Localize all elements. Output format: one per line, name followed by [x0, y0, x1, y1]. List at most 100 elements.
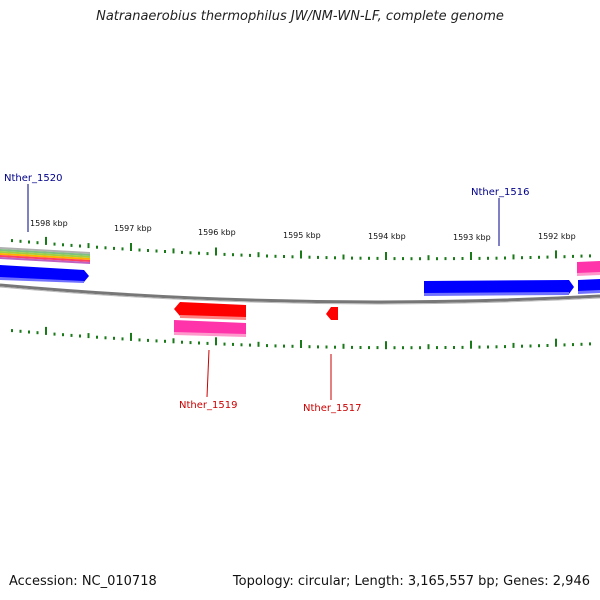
outer-tick	[28, 240, 30, 244]
outer-tick	[410, 257, 413, 261]
outer-tick	[402, 257, 404, 261]
inner-tick	[572, 343, 574, 347]
outer-tick	[521, 256, 523, 260]
inner-tick	[274, 344, 277, 348]
outer-tick	[376, 256, 379, 260]
outer-tick	[96, 245, 98, 249]
inner-tick	[427, 344, 430, 350]
kbp-label-1594: 1594 kbp	[368, 232, 406, 241]
inner-tick	[351, 345, 353, 349]
outer-tick	[563, 255, 566, 259]
outer-tick	[589, 254, 591, 258]
kbp-label-1595: 1595 kbp	[283, 231, 321, 240]
gene-reverse-nther-1517[interactable]	[326, 307, 338, 320]
rna-feature-nther-1519[interactable]	[174, 320, 246, 336]
inner-tick	[62, 333, 64, 337]
outer-tick	[164, 250, 166, 253]
outer-tick	[351, 256, 353, 260]
inner-tick	[589, 342, 591, 346]
inner-tick	[240, 343, 243, 347]
outer-tick	[70, 243, 73, 247]
inner-tick	[402, 346, 404, 350]
inner-tick	[215, 337, 217, 346]
outer-tick	[453, 257, 455, 261]
gene-label-nther-1520[interactable]: Nther_1520	[4, 173, 62, 184]
gene-reverse-nther-1519[interactable]	[174, 302, 246, 318]
inner-tick	[121, 337, 124, 341]
outer-tick	[147, 249, 149, 252]
outer-tick	[308, 255, 311, 259]
inner-tick	[325, 345, 328, 349]
inner-tick	[198, 341, 200, 345]
inner-tick	[342, 343, 345, 349]
outer-tick	[121, 247, 124, 251]
inner-tick	[28, 330, 30, 334]
outer-tick	[283, 255, 285, 258]
inner-tick	[495, 345, 498, 349]
outer-tick	[546, 255, 549, 259]
inner-tick	[19, 329, 22, 333]
outer-tick	[104, 246, 107, 250]
outer-tick-row	[11, 236, 591, 261]
inner-tick	[147, 338, 149, 342]
outer-tick	[206, 252, 209, 256]
outer-tick	[504, 256, 506, 260]
outer-tick	[181, 250, 183, 254]
inner-tick	[546, 344, 549, 347]
outer-tick	[427, 255, 430, 261]
inner-tick	[87, 333, 90, 339]
outer-tick	[53, 242, 56, 246]
inner-tick	[444, 346, 447, 349]
outer-tick	[325, 256, 328, 260]
inner-tick	[232, 342, 234, 346]
inner-tick	[266, 344, 268, 348]
outer-tick	[215, 247, 217, 256]
inner-tick	[529, 344, 532, 348]
inner-tick	[155, 339, 158, 343]
outer-tick	[11, 239, 13, 243]
gene-forward-nther-1516[interactable]	[424, 280, 574, 295]
inner-tick	[410, 346, 413, 350]
outer-tick	[155, 249, 158, 253]
outer-tick	[419, 257, 421, 261]
gene-label-nther-1516[interactable]: Nther_1516	[471, 187, 529, 198]
kbp-label-1596: 1596 kbp	[198, 228, 236, 237]
inner-tick	[113, 336, 115, 340]
gene-forward-nther-1520[interactable]	[0, 265, 89, 282]
outer-tick	[444, 257, 447, 261]
outer-tick	[87, 243, 90, 249]
inner-tick	[36, 331, 39, 335]
outer-tick	[172, 248, 175, 254]
inner-tick	[300, 340, 302, 348]
outer-tick	[232, 253, 234, 257]
outer-tick	[62, 243, 64, 247]
inner-tick	[487, 345, 489, 349]
rna-feature-right-edge[interactable]	[577, 261, 600, 275]
inner-tick	[555, 338, 557, 347]
gene-forward-right-edge[interactable]	[578, 279, 600, 293]
inner-tick	[580, 342, 583, 346]
inner-tick	[512, 342, 515, 348]
map-title: Natranaerobius thermophilus JW/NM-WN-LF,…	[96, 9, 504, 24]
outer-tick	[538, 255, 540, 259]
kbp-label-1598: 1598 kbp	[30, 219, 68, 228]
inner-tick	[436, 346, 438, 350]
outer-tick	[529, 256, 532, 259]
outer-tick	[555, 250, 557, 259]
outer-tick	[36, 241, 39, 245]
outer-tick	[436, 257, 438, 261]
inner-tick	[521, 344, 523, 348]
inner-tick	[130, 332, 132, 341]
inner-tick	[53, 332, 56, 336]
inner-tick	[172, 338, 175, 344]
outer-tick	[130, 243, 132, 251]
gene-label-nther-1517[interactable]: Nther_1517	[303, 403, 361, 414]
outer-tick	[317, 255, 319, 259]
gene-label-nther-1519[interactable]: Nther_1519	[179, 400, 237, 411]
inner-tick	[504, 345, 506, 349]
inner-tick	[223, 342, 226, 346]
accession-label: Accession: NC_010718	[9, 574, 157, 589]
inner-tick	[70, 333, 73, 337]
inner-tick	[79, 334, 81, 338]
